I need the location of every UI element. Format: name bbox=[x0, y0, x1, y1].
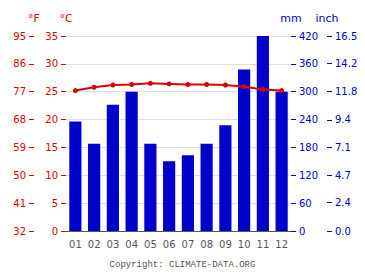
svg-text:7.1: 7.1 bbox=[335, 142, 351, 153]
svg-text:360: 360 bbox=[299, 58, 318, 69]
svg-text:06: 06 bbox=[163, 239, 176, 250]
svg-text:°F: °F bbox=[28, 12, 40, 25]
svg-text:°C: °C bbox=[59, 12, 73, 25]
svg-text:5: 5 bbox=[52, 198, 58, 209]
svg-text:25: 25 bbox=[45, 86, 58, 97]
svg-text:32: 32 bbox=[13, 226, 26, 237]
svg-text:60: 60 bbox=[299, 198, 312, 209]
svg-text:05: 05 bbox=[144, 239, 157, 250]
svg-text:95: 95 bbox=[13, 31, 26, 42]
svg-text:09: 09 bbox=[219, 239, 232, 250]
svg-text:0.0: 0.0 bbox=[335, 226, 351, 237]
svg-text:14.2: 14.2 bbox=[335, 58, 357, 69]
svg-text:4.7: 4.7 bbox=[335, 170, 351, 181]
svg-text:10: 10 bbox=[238, 239, 251, 250]
svg-text:12: 12 bbox=[275, 239, 288, 250]
svg-text:300: 300 bbox=[299, 86, 318, 97]
svg-text:0: 0 bbox=[52, 226, 58, 237]
svg-text:04: 04 bbox=[125, 239, 138, 250]
svg-text:inch: inch bbox=[315, 12, 338, 25]
svg-text:77: 77 bbox=[13, 86, 26, 97]
svg-text:20: 20 bbox=[45, 114, 58, 125]
svg-text:08: 08 bbox=[200, 239, 213, 250]
svg-text:240: 240 bbox=[299, 114, 318, 125]
svg-text:0: 0 bbox=[299, 226, 305, 237]
svg-text:41: 41 bbox=[13, 198, 26, 209]
svg-text:59: 59 bbox=[13, 142, 26, 153]
svg-text:30: 30 bbox=[45, 58, 58, 69]
svg-text:01: 01 bbox=[69, 239, 82, 250]
svg-text:10: 10 bbox=[45, 170, 58, 181]
svg-text:07: 07 bbox=[182, 239, 195, 250]
svg-text:420: 420 bbox=[299, 31, 318, 42]
svg-text:16.5: 16.5 bbox=[335, 31, 357, 42]
svg-text:15: 15 bbox=[45, 142, 58, 153]
svg-text:50: 50 bbox=[13, 170, 26, 181]
svg-text:9.4: 9.4 bbox=[335, 114, 351, 125]
svg-text:Copyright: CLIMATE-DATA.ORG: Copyright: CLIMATE-DATA.ORG bbox=[110, 260, 256, 270]
svg-text:86: 86 bbox=[13, 58, 26, 69]
svg-text:11.8: 11.8 bbox=[335, 86, 357, 97]
svg-text:180: 180 bbox=[299, 142, 318, 153]
svg-text:35: 35 bbox=[45, 31, 58, 42]
svg-text:mm: mm bbox=[280, 12, 301, 25]
svg-text:2.4: 2.4 bbox=[335, 197, 351, 208]
svg-text:68: 68 bbox=[13, 114, 26, 125]
svg-text:120: 120 bbox=[299, 170, 318, 181]
svg-text:11: 11 bbox=[257, 239, 270, 250]
svg-text:03: 03 bbox=[107, 239, 120, 250]
svg-text:02: 02 bbox=[88, 239, 101, 250]
